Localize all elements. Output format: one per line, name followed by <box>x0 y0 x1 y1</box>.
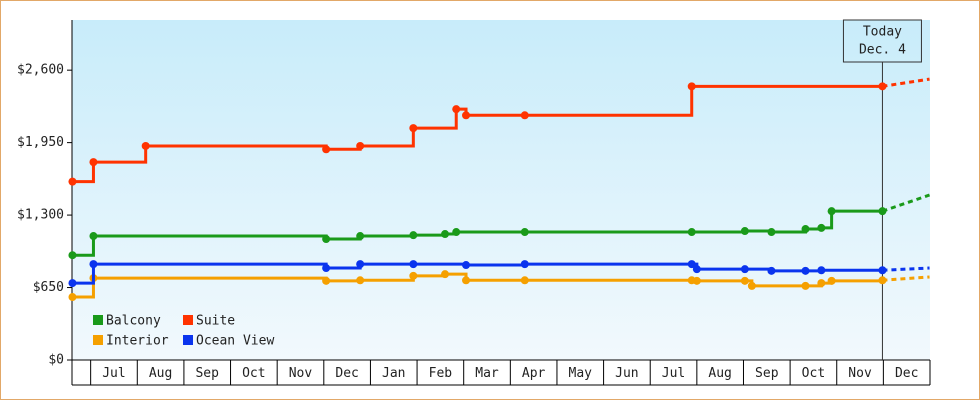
point <box>452 105 461 114</box>
point <box>452 228 461 237</box>
point <box>409 260 418 269</box>
point <box>462 111 471 120</box>
x-tick-label: Sep <box>755 366 779 381</box>
x-tick-label: Jul <box>662 366 685 381</box>
point <box>68 293 77 302</box>
today-box <box>842 19 922 63</box>
point <box>767 228 776 237</box>
point <box>687 260 696 269</box>
point <box>356 260 365 269</box>
projection-line <box>882 266 930 272</box>
point <box>409 231 418 240</box>
point <box>740 265 749 274</box>
x-tick-label: Feb <box>429 366 453 381</box>
x-tick-label: May <box>569 366 593 381</box>
point <box>767 266 776 275</box>
point <box>68 279 77 288</box>
point <box>687 82 696 91</box>
projection-line <box>882 77 930 88</box>
point <box>740 227 749 236</box>
point <box>878 266 887 275</box>
point <box>520 260 529 269</box>
point <box>801 225 810 234</box>
point <box>827 276 836 285</box>
point <box>89 260 98 269</box>
point <box>89 232 98 241</box>
x-tick-label: Nov <box>848 366 872 381</box>
legend-label: Suite <box>196 314 235 329</box>
x-tick-label: Aug <box>149 366 172 381</box>
point <box>817 266 826 275</box>
point <box>827 207 836 216</box>
x-tick-label: Jun <box>615 366 638 381</box>
point <box>68 177 77 186</box>
point <box>801 281 810 290</box>
point <box>747 281 756 290</box>
point <box>520 228 529 237</box>
point <box>322 276 331 285</box>
legend-label: Balcony <box>106 314 161 329</box>
point <box>356 232 365 241</box>
x-tick-label: Apr <box>522 366 546 381</box>
point <box>692 276 701 285</box>
point <box>441 230 450 239</box>
legend-swatch <box>93 315 103 325</box>
x-tick-label: Oct <box>242 366 265 381</box>
y-tick-label: $0 <box>48 353 64 368</box>
x-tick-label: Jul <box>102 366 125 381</box>
y-tick-label: $2,600 <box>17 63 64 78</box>
y-tick-label: $1,300 <box>17 208 64 223</box>
point <box>322 235 331 244</box>
point <box>68 251 77 260</box>
point <box>801 266 810 275</box>
x-tick-label: Dec <box>335 366 358 381</box>
point <box>462 276 471 285</box>
projection-line <box>882 275 930 282</box>
point <box>692 265 701 274</box>
x-tick-label: Mar <box>475 366 499 381</box>
legend-label: Interior <box>106 334 169 349</box>
x-tick-label: Dec <box>895 366 918 381</box>
point <box>878 276 887 285</box>
series <box>68 193 931 260</box>
x-tick-label: Oct <box>802 366 825 381</box>
point <box>520 276 529 285</box>
point <box>817 279 826 288</box>
point <box>462 261 471 270</box>
point <box>687 228 696 237</box>
series <box>68 260 930 288</box>
point <box>409 124 418 133</box>
y-tick-label: $1,950 <box>17 135 64 150</box>
point <box>441 270 450 279</box>
point <box>409 271 418 280</box>
plot-area <box>72 20 930 360</box>
point <box>356 141 365 150</box>
legend-swatch <box>183 315 193 325</box>
point <box>817 223 826 232</box>
x-tick-label: Sep <box>195 366 219 381</box>
point <box>322 264 331 273</box>
point <box>520 111 529 120</box>
point <box>322 145 331 154</box>
point <box>878 82 887 91</box>
today-label: Dec. 4 <box>859 43 906 58</box>
x-tick-label: Jan <box>382 366 405 381</box>
legend-swatch <box>93 335 103 345</box>
point <box>878 207 887 216</box>
today-label: Today <box>863 25 902 40</box>
y-tick-label: $650 <box>33 280 64 295</box>
legend-label: Ocean View <box>196 334 274 349</box>
series <box>68 270 930 302</box>
legend-swatch <box>183 335 193 345</box>
point <box>141 141 150 150</box>
x-tick-label: Aug <box>708 366 731 381</box>
point <box>740 276 749 285</box>
x-tick-label: Nov <box>289 366 313 381</box>
point <box>89 158 98 167</box>
series <box>68 77 930 186</box>
point <box>356 276 365 285</box>
